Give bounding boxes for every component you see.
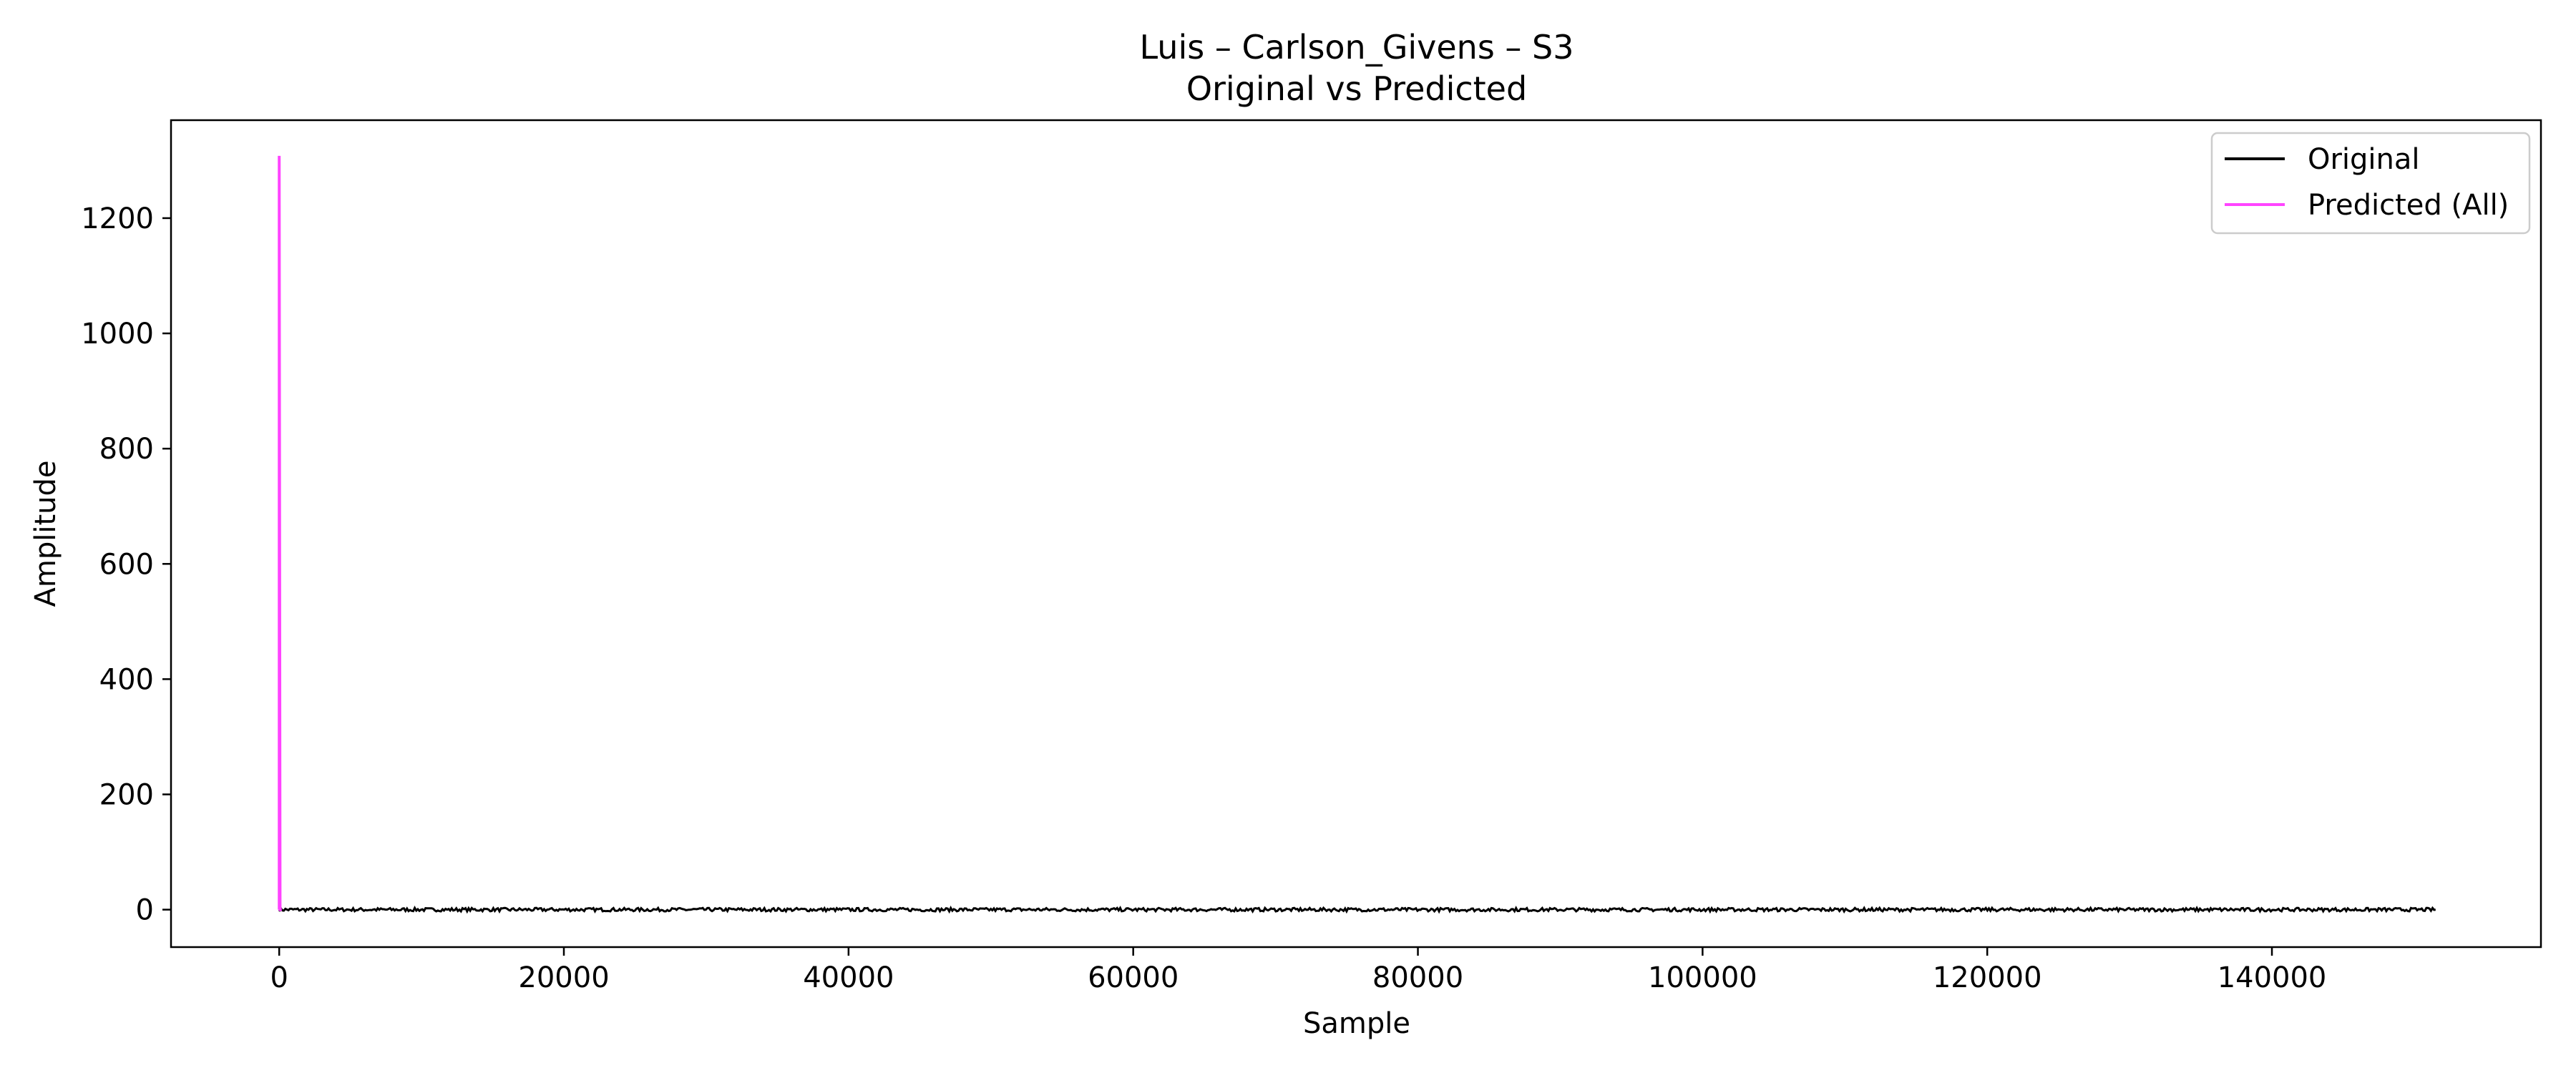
series-layer xyxy=(278,155,2436,914)
legend-label-predicted-all: Predicted (All) xyxy=(2308,189,2509,222)
x-tick-label: 140000 xyxy=(2218,961,2327,994)
y-axis-ticks: 0 200 400 600 800 1000 1200 xyxy=(81,202,171,927)
y-tick-label: 200 xyxy=(99,779,154,812)
x-tick-label: 40000 xyxy=(803,961,894,994)
chart-subtitle: Original vs Predicted xyxy=(1186,69,1527,108)
y-tick-label: 600 xyxy=(99,548,154,581)
y-axis-label: Amplitude xyxy=(29,461,62,607)
y-tick-label: 400 xyxy=(99,663,154,696)
legend: Original Predicted (All) xyxy=(2210,132,2531,235)
y-tick-label: 800 xyxy=(99,433,154,466)
legend-label-original: Original xyxy=(2308,143,2420,176)
series-original-line xyxy=(278,905,2436,914)
x-tick-label: 120000 xyxy=(1933,961,2042,994)
y-tick-label: 1000 xyxy=(81,318,154,351)
x-tick-label: 80000 xyxy=(1372,961,1463,994)
plot-frame xyxy=(170,119,2542,949)
series-predicted-all-line xyxy=(278,155,282,911)
x-axis-label: Sample xyxy=(1303,1007,1410,1040)
y-tick-label: 0 xyxy=(136,894,154,927)
legend-box xyxy=(2210,132,2531,235)
y-tick-label: 1200 xyxy=(81,202,154,235)
x-tick-label: 100000 xyxy=(1648,961,1757,994)
x-axis-ticks: 0 20000 40000 60000 80000 100000 120000 140000 xyxy=(270,947,2326,994)
x-tick-label: 60000 xyxy=(1088,961,1179,994)
chart-title: Luis – Carlson_Givens – S3 xyxy=(1139,28,1574,67)
x-tick-label: 20000 xyxy=(518,961,609,994)
x-tick-label: 0 xyxy=(270,961,288,994)
